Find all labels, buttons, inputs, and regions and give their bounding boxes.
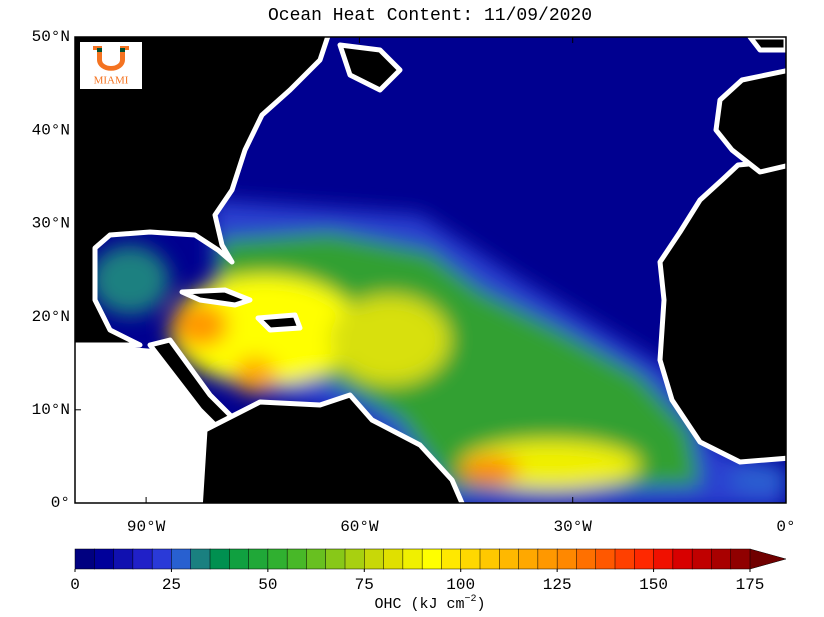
colorbar-cell xyxy=(132,548,153,570)
colorbar-cell xyxy=(556,548,577,570)
colorbar-extension xyxy=(749,548,787,570)
colorbar-cell xyxy=(344,548,365,570)
colorbar-cell xyxy=(94,548,115,570)
colorbar-cell xyxy=(479,548,500,570)
colorbar-cell xyxy=(499,548,520,570)
colorbar-tick-label: 75 xyxy=(355,576,374,594)
colorbar-cell xyxy=(595,548,616,570)
colorbar-tick-label: 25 xyxy=(162,576,181,594)
colorbar-label: OHC (kJ cm−2) xyxy=(374,594,485,613)
colorbar-label-exp: −2 xyxy=(464,594,476,605)
colorbar-tick-label: 125 xyxy=(543,576,572,594)
logo-u xyxy=(93,46,129,71)
colorbar-cell xyxy=(402,548,423,570)
colorbar-cell xyxy=(711,548,732,570)
x-tick-label: 30°W xyxy=(553,518,592,536)
colorbar-cell xyxy=(325,548,346,570)
colorbar-label-text: OHC (kJ cm xyxy=(374,596,464,613)
y-tick-label: 20°N xyxy=(32,308,70,326)
map-frame xyxy=(74,36,787,504)
colorbar-tick-label: 0 xyxy=(70,576,80,594)
colorbar-cell xyxy=(209,548,230,570)
x-tick-label: 60°W xyxy=(340,518,379,536)
y-tick-label: 0° xyxy=(51,494,70,512)
y-tick-label: 10°N xyxy=(32,401,70,419)
logo-text: MIAMI xyxy=(94,75,129,87)
colorbar-cell xyxy=(190,548,211,570)
colorbar-cell xyxy=(267,548,288,570)
colorbar-cell xyxy=(248,548,269,570)
colorbar-cell xyxy=(383,548,404,570)
colorbar-label-end: ) xyxy=(477,596,486,613)
colorbar-cell xyxy=(518,548,539,570)
colorbar-cell xyxy=(537,548,558,570)
colorbar-cell xyxy=(576,548,597,570)
colorbar-cell xyxy=(306,548,327,570)
colorbar-cell xyxy=(730,548,751,570)
colorbar-cell xyxy=(229,548,250,570)
colorbar-cell xyxy=(74,548,95,570)
colorbar-tick-label: 175 xyxy=(736,576,765,594)
y-tick-label: 40°N xyxy=(32,121,70,139)
land xyxy=(75,37,786,503)
x-tick-label: 0° xyxy=(776,518,795,536)
colorbar-cell xyxy=(441,548,462,570)
colorbar-tick-label: 100 xyxy=(446,576,475,594)
colorbar-cell xyxy=(113,548,134,570)
colorbar-cell xyxy=(421,548,442,570)
colorbar-cell xyxy=(460,548,481,570)
colorbar-cell xyxy=(634,548,655,570)
map-title: Ocean Heat Content: 11/09/2020 xyxy=(268,6,592,26)
logo-box xyxy=(80,42,142,89)
map-area xyxy=(75,37,786,503)
heat-field xyxy=(90,200,786,503)
colorbar-tick-label: 150 xyxy=(639,576,668,594)
y-tick-label: 30°N xyxy=(32,215,70,233)
colorbar-cell xyxy=(691,548,712,570)
colorbar-cell xyxy=(672,548,693,570)
colorbar-cell xyxy=(171,548,192,570)
colorbar-tick-label: 50 xyxy=(258,576,277,594)
logo: MIAMI xyxy=(80,42,142,89)
colorbar-cell xyxy=(653,548,674,570)
colorbar-cell xyxy=(614,548,635,570)
colorbar-cell xyxy=(364,548,385,570)
colorbar-cell xyxy=(286,548,307,570)
x-tick-label: 90°W xyxy=(127,518,166,536)
y-tick-label: 50°N xyxy=(32,28,70,46)
colorbar-cell xyxy=(151,548,172,570)
